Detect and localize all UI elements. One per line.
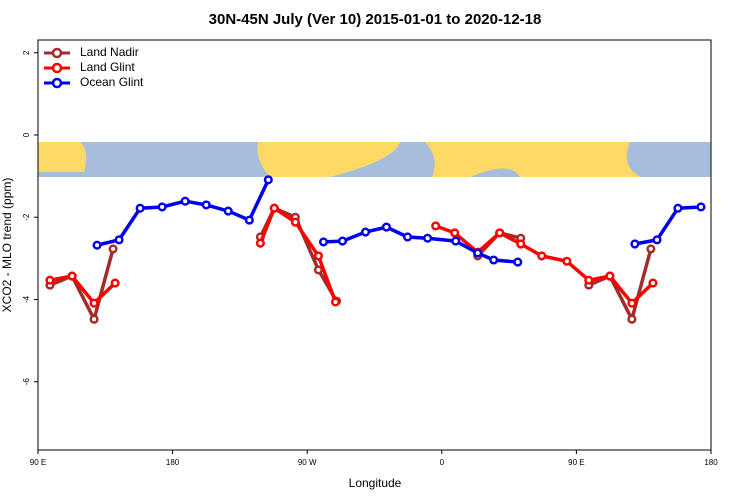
data-point [648,278,658,288]
data-point [110,278,120,288]
y-tick-label: 0 [22,132,31,137]
data-point [255,238,265,248]
data-point [337,236,348,246]
data-point [318,237,329,247]
data-point [630,239,640,249]
data-point [495,228,505,238]
data-point [516,239,526,249]
data-point [67,271,77,281]
data-point [223,206,233,216]
legend-marker [51,47,63,59]
data-point [114,235,124,245]
plot-frame [37,39,712,451]
data-point [652,235,662,245]
x-tick-label: 90 W [298,458,317,467]
data-point [201,200,211,210]
data-point [45,275,55,285]
data-point [673,203,683,213]
data-point [92,240,102,250]
data-point [180,196,190,206]
legend-marker [51,62,63,74]
data-point [381,222,392,232]
map-strip [38,142,711,177]
x-tick-label: 90 E [30,458,46,467]
data-point [584,275,594,285]
y-tick-label: -2 [22,213,31,221]
data-point [290,217,300,227]
y-tick-label: 2 [22,50,31,55]
series-line [49,274,117,306]
chart-title: 30N-45N July (Ver 10) 2015-01-01 to 2020… [209,11,542,28]
series-line [435,224,655,306]
legend-label: Land Nadir [80,45,139,59]
data-point [313,265,323,275]
data-point [244,215,254,225]
data-point [263,175,273,185]
data-point [135,203,145,213]
land [257,142,400,177]
data-point [562,256,572,266]
data-point [627,314,637,324]
land [425,142,640,177]
data-point [330,297,341,307]
data-point [646,244,656,254]
series-line [588,248,653,325]
legend-label: Ocean Glint [80,75,144,89]
data-point [360,227,371,237]
data-point [403,232,413,242]
series-line [49,248,115,325]
x-axis-label: Longitude [349,476,402,490]
x-tick-label: 180 [704,458,718,467]
series-line [323,225,518,264]
data-point [431,221,441,231]
x-tick-label: 180 [166,458,180,467]
data-point [450,228,460,238]
ocean [110,142,260,177]
legend-label: Land Glint [80,60,135,74]
data-point [489,255,499,265]
y-tick-label: -4 [22,295,31,303]
x-tick-label: 90 E [568,458,584,467]
series-line [96,179,270,247]
series-line [634,205,702,246]
x-tick-label: 0 [440,458,445,467]
data-point [605,271,615,281]
data-point [627,298,637,308]
data-point [269,203,279,213]
data-point [313,251,323,261]
data-point [513,257,523,267]
legend-marker [51,77,63,89]
data-point [423,233,433,243]
data-point [696,202,706,212]
y-tick-label: -6 [22,378,31,386]
y-axis-label: XCO2 - MLO trend (ppm) [0,178,14,313]
data-point [89,298,99,308]
data-point [473,248,483,258]
data-point [108,244,118,254]
data-point [451,236,461,246]
land [38,142,87,172]
data-point [537,251,547,261]
data-point [89,314,99,324]
data-point [157,202,167,212]
